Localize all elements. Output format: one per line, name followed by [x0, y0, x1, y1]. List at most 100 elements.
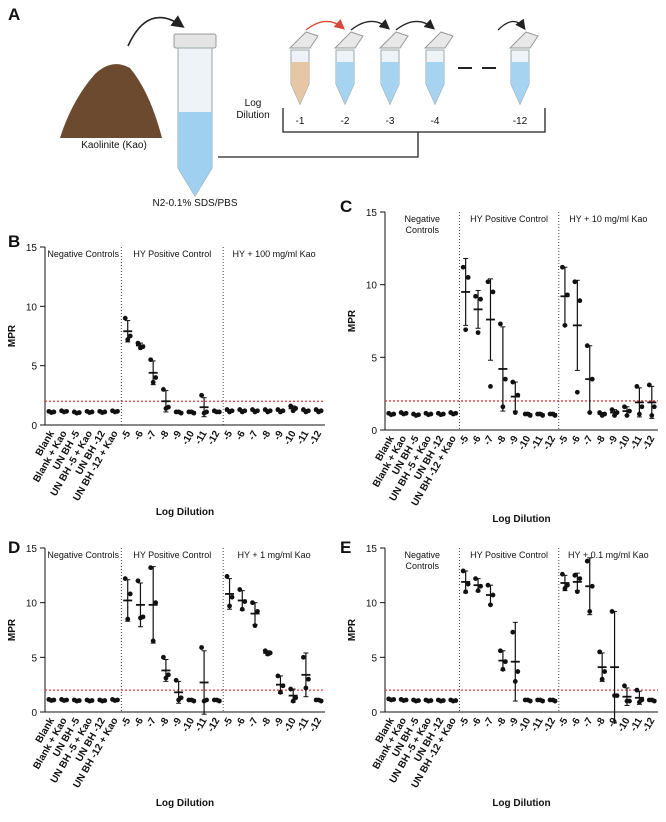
data-point — [512, 678, 518, 684]
data-point — [265, 409, 271, 415]
y-tick-label: 15 — [26, 544, 38, 555]
y-tick-label: 10 — [26, 302, 38, 313]
data-point — [572, 572, 578, 578]
data-point — [74, 698, 80, 704]
data-point — [306, 676, 311, 682]
data-point — [460, 264, 466, 270]
x-axis-label: Log Dilution — [492, 514, 550, 525]
arrow — [127, 15, 185, 47]
data-point — [290, 408, 296, 414]
data-point — [438, 698, 444, 704]
data-point — [574, 389, 580, 395]
y-tick-label: 15 — [366, 208, 378, 219]
data-point — [252, 409, 258, 415]
data-point — [278, 409, 283, 415]
data-point — [188, 697, 194, 703]
y-tick-label: 10 — [366, 599, 378, 610]
data-point — [612, 693, 617, 698]
group-label-box: Negative Controls — [404, 550, 440, 571]
tube-lid — [378, 31, 409, 49]
data-point — [280, 683, 286, 689]
data-point — [636, 699, 642, 705]
data-point — [150, 638, 156, 644]
data-point — [125, 616, 131, 622]
data-point — [560, 264, 565, 270]
data-point — [153, 375, 159, 380]
y-axis-label: MPR — [7, 618, 18, 641]
data-point — [48, 698, 54, 703]
x-tick-label: -12 — [541, 716, 558, 734]
data-point — [587, 410, 593, 415]
data-point — [161, 387, 166, 392]
data-point — [574, 589, 580, 595]
x-axis-label: Log Dilution — [156, 798, 214, 809]
tube-lid — [508, 31, 539, 49]
data-point — [450, 698, 456, 704]
panel-label: B — [8, 232, 20, 251]
small-tube-liquid — [511, 62, 529, 104]
x-tick-label: -5 — [119, 716, 133, 730]
data-point — [646, 382, 652, 388]
data-point — [293, 695, 299, 701]
tube-liquid — [178, 112, 212, 196]
x-tick-label: -7 — [145, 429, 159, 443]
data-point — [214, 409, 220, 415]
data-point — [188, 409, 194, 415]
data-point — [150, 379, 156, 385]
x-tick-label: -8 — [259, 429, 273, 443]
x-tick-label: -12 — [641, 434, 658, 452]
data-point — [589, 376, 595, 382]
group-label: Negative Controls — [47, 550, 119, 560]
data-point — [465, 275, 471, 280]
group-label-box: Negative Controls — [47, 550, 119, 560]
tube-label-box: N2-0.1% SDS/PBS — [152, 198, 237, 209]
data-point — [239, 409, 245, 415]
y-tick-label: 10 — [366, 281, 378, 292]
data-point — [201, 698, 207, 704]
data-point — [478, 583, 483, 589]
data-point — [127, 591, 133, 597]
soil-pile — [60, 64, 162, 138]
data-point — [138, 615, 143, 621]
data-point — [562, 586, 568, 591]
group-label-box: HY + 100 mg/ml Kao — [233, 249, 316, 259]
x-tick-label: -7 — [145, 716, 159, 730]
panel-label: D — [8, 538, 20, 557]
tube-lid — [288, 31, 319, 49]
x-axis-label: Log Dilution — [156, 507, 214, 518]
group-label: HY + 0.1 mg/ml Kao — [568, 550, 649, 560]
data-point — [214, 697, 220, 703]
group-label-box: HY Positive Control — [470, 214, 549, 224]
data-point — [242, 599, 248, 604]
data-point — [490, 289, 496, 295]
data-point — [577, 576, 583, 582]
data-point — [176, 697, 182, 703]
x-tick-label: -5 — [221, 429, 235, 443]
data-point — [525, 697, 531, 703]
data-point — [478, 296, 483, 302]
data-point — [622, 404, 627, 410]
group-label-box: HY Positive Control — [133, 550, 211, 560]
tube-row: -1 -2 -3 -4 -12 — [288, 18, 539, 127]
data-point — [237, 587, 243, 592]
group-label: Negative Controls — [47, 249, 119, 259]
small-tube-liquid — [426, 62, 444, 104]
data-point — [597, 649, 603, 655]
data-point — [288, 403, 294, 409]
data-point — [163, 405, 169, 411]
data-point — [624, 698, 630, 704]
data-point — [622, 683, 627, 689]
data-point — [301, 654, 306, 660]
data-point — [599, 676, 605, 682]
x-tick-label: -12 — [206, 716, 223, 734]
x-tick-label: -8 — [158, 716, 172, 730]
connector — [218, 132, 419, 158]
group-label: HY + 1 mg/ml Kao — [237, 550, 311, 560]
group-label: HY Positive Control — [470, 214, 549, 224]
data-point — [510, 629, 516, 635]
tube-cap — [173, 33, 217, 49]
data-point — [577, 298, 583, 304]
data-point — [634, 384, 640, 389]
bracket — [282, 108, 546, 133]
data-point — [401, 698, 407, 703]
